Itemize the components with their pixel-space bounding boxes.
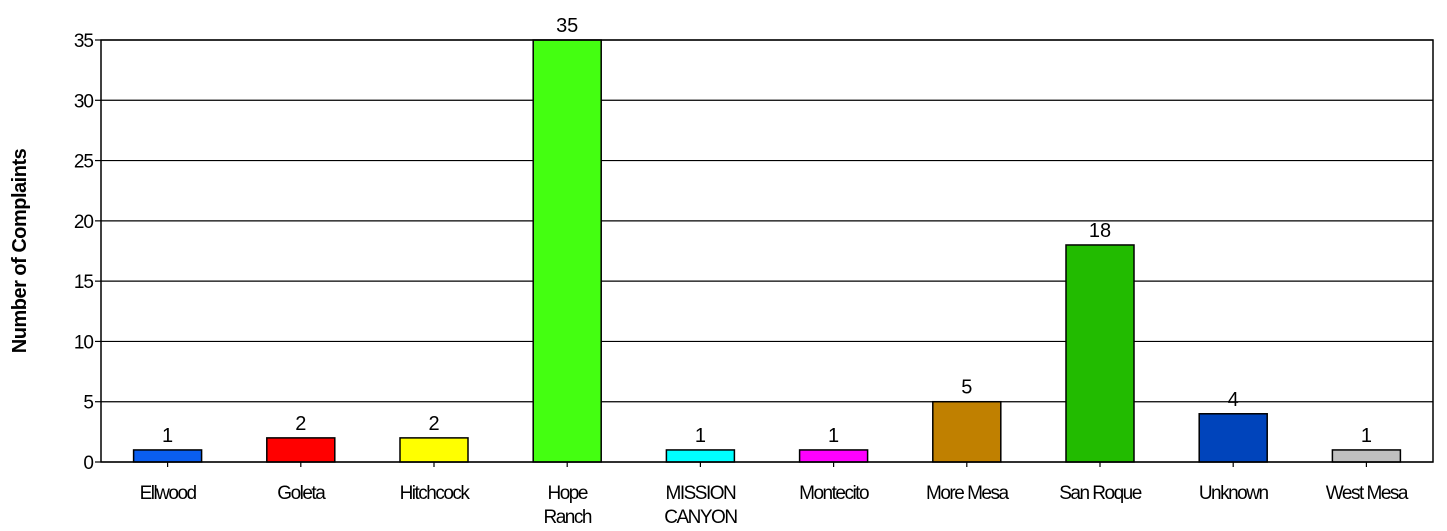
- x-category-label: More Mesa: [926, 483, 1009, 504]
- y-axis-ticks: 0 5 10 15 20 25 30 35: [74, 31, 101, 474]
- data-label: 5: [961, 377, 972, 399]
- y-axis-label: Number of Complaints: [9, 148, 31, 353]
- y-tick-label: 20: [74, 212, 94, 233]
- x-category-label: Montecito: [799, 483, 869, 504]
- data-label: 1: [162, 425, 173, 447]
- y-tick-label: 10: [74, 332, 94, 353]
- bars: [132, 39, 1402, 463]
- x-category-label: Ellwood: [140, 483, 197, 504]
- y-tick-label: 35: [74, 31, 94, 52]
- bar: [1198, 413, 1268, 463]
- bar: [798, 449, 869, 463]
- bar: [1065, 244, 1135, 463]
- x-category-label: Ranch: [543, 507, 591, 528]
- y-tick-label: 5: [83, 393, 93, 414]
- x-category-label: MISSION: [666, 483, 737, 504]
- y-tick-label: 30: [74, 91, 94, 112]
- bar: [132, 449, 203, 463]
- bar: [266, 437, 336, 463]
- x-axis-categories: Ellwood Goleta Hitchcock Hope Ranch MISSION CA…: [140, 462, 1410, 528]
- data-label: 1: [828, 425, 839, 447]
- bar: [532, 39, 602, 463]
- x-category-label: Unknown: [1199, 483, 1269, 504]
- bar: [399, 437, 469, 463]
- bar: [932, 400, 1002, 463]
- bar: [1331, 449, 1402, 463]
- x-category-label: CANYON: [664, 507, 737, 528]
- data-label: 35: [556, 15, 578, 37]
- data-label: 1: [695, 425, 706, 447]
- data-label: 4: [1228, 389, 1239, 411]
- x-category-label: Goleta: [277, 483, 326, 504]
- y-tick-label: 25: [74, 152, 94, 173]
- data-labels: 1 2 2 35 1 1 5 18 4 1: [162, 15, 1372, 447]
- x-category-label: Hitchcock: [400, 483, 471, 504]
- x-category-label: Hope: [547, 483, 587, 504]
- x-category-label: West Mesa: [1326, 483, 1409, 504]
- data-label: 2: [428, 413, 439, 435]
- grid-lines: [101, 39, 1433, 463]
- data-label: 18: [1089, 220, 1111, 242]
- data-label: 1: [1361, 425, 1372, 447]
- y-tick-label: 0: [83, 453, 93, 474]
- x-category-label: San Roque: [1059, 483, 1142, 504]
- data-label: 2: [295, 413, 306, 435]
- y-tick-label: 15: [74, 272, 94, 293]
- bar: [665, 449, 736, 463]
- plot-area-frame: [100, 39, 1434, 463]
